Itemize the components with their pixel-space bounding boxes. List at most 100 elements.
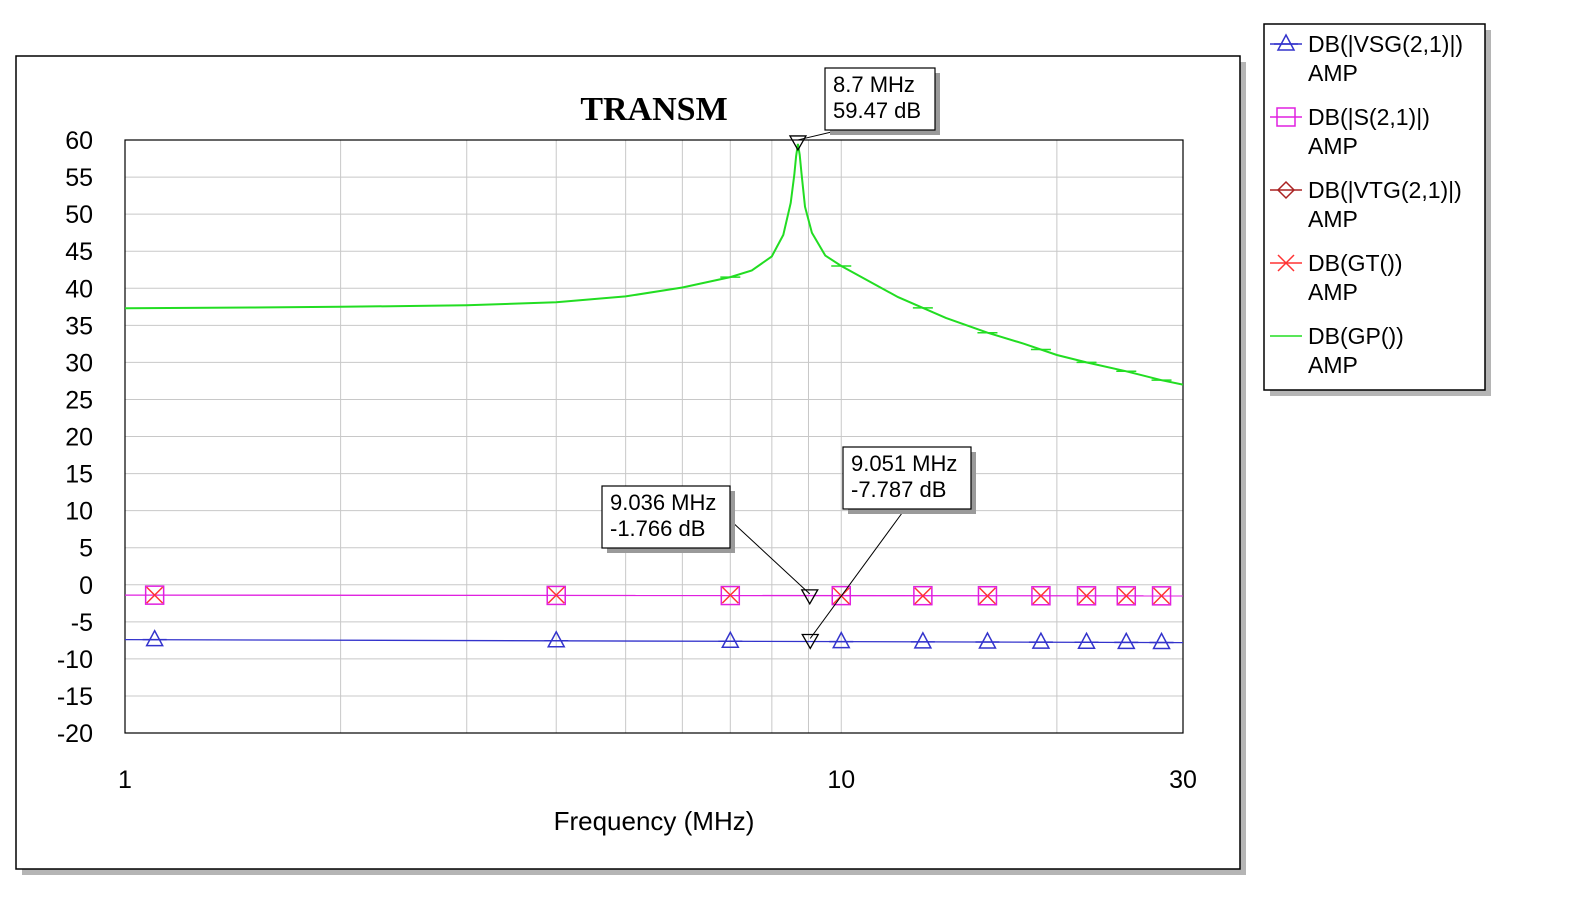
series-line xyxy=(125,638,1183,644)
series-marker xyxy=(1032,587,1050,605)
x-tick-label: 10 xyxy=(827,766,855,794)
annotation-leader xyxy=(729,519,811,595)
legend-label: DB(|S(2,1)|) xyxy=(1308,104,1430,130)
series-1 xyxy=(125,585,1183,606)
y-tick-label: 0 xyxy=(79,572,93,600)
legend-unit: AMP xyxy=(1308,279,1358,305)
legend: DB(|VSG(2,1)|)AMPDB(|S(2,1)|)AMPDB(|VTG(… xyxy=(1270,31,1463,378)
annotation-box xyxy=(824,67,936,131)
series-marker xyxy=(913,631,933,649)
series-marker xyxy=(1077,631,1096,650)
chart-title: TRANSM xyxy=(580,91,727,128)
series-marker xyxy=(720,585,741,606)
legend-entry: DB(|VTG(2,1)|) AMP xyxy=(1270,177,1462,232)
annotation-frequency: 9.036 MHz xyxy=(610,490,716,515)
annotation-marker xyxy=(801,633,820,650)
legend-marker xyxy=(1277,254,1295,272)
series-marker xyxy=(144,585,165,605)
legend-unit: AMP xyxy=(1308,60,1358,86)
annotation-box xyxy=(601,485,731,549)
annotation-marker xyxy=(788,135,808,152)
plot-area xyxy=(124,139,1184,734)
series-marker xyxy=(1153,587,1171,605)
legend-box xyxy=(1263,23,1486,391)
legend-marker xyxy=(1276,33,1296,51)
y-tick-label: 45 xyxy=(65,238,93,266)
series-marker xyxy=(546,630,566,648)
annotation-value: -1.766 dB xyxy=(610,516,705,541)
series-marker xyxy=(721,586,739,604)
series-marker xyxy=(145,629,164,647)
y-tick-label: -10 xyxy=(57,646,93,674)
series-layer xyxy=(125,143,1183,650)
y-tick-label: 20 xyxy=(65,424,93,452)
series-marker xyxy=(1117,587,1135,605)
series-marker xyxy=(914,587,932,605)
annotation-frequency: 8.7 MHz xyxy=(833,72,915,97)
legend-entry: DB(|VSG(2,1)|) AMP xyxy=(1270,31,1463,86)
legend-entry: DB(GT()) AMP xyxy=(1270,250,1403,305)
y-tick-label: 35 xyxy=(65,312,93,340)
series-marker xyxy=(721,630,740,649)
series-marker xyxy=(831,585,852,606)
legend-unit: AMP xyxy=(1308,206,1358,232)
series-marker xyxy=(1151,586,1172,606)
marker-annotation: 9.036 MHz-1.766 dB xyxy=(601,485,819,606)
y-tick-label: 55 xyxy=(65,164,93,192)
annotation-frequency: 9.051 MHz xyxy=(851,451,957,476)
y-tick-label: 40 xyxy=(65,275,93,303)
legend-entry: DB(GP()) AMP xyxy=(1270,323,1404,378)
y-tick-label: 10 xyxy=(65,498,93,526)
x-tick-label: 30 xyxy=(1169,766,1197,794)
series-marker xyxy=(1031,631,1051,649)
series-marker xyxy=(832,631,851,649)
y-tick-label: 15 xyxy=(65,461,93,489)
legend-marker xyxy=(1276,180,1296,200)
legend-unit: AMP xyxy=(1308,352,1358,378)
y-tick-label: 30 xyxy=(65,349,93,377)
series-marker xyxy=(1077,587,1096,605)
series-3 xyxy=(146,586,1171,605)
annotation-value: -7.787 dB xyxy=(851,477,946,502)
series-0 xyxy=(125,629,1183,650)
annotation-value: 59.47 dB xyxy=(833,98,921,123)
y-tick-label: 60 xyxy=(65,127,93,155)
series-marker xyxy=(1116,586,1137,606)
annotation-box xyxy=(842,446,972,510)
series-marker xyxy=(978,587,996,605)
annotation-marker xyxy=(800,589,819,606)
x-axis-label: Frequency (MHz) xyxy=(554,806,755,836)
y-tick-label: -5 xyxy=(71,609,93,637)
x-axis: 1 10 30 xyxy=(118,766,1197,794)
legend-label: DB(GT()) xyxy=(1308,250,1403,276)
legend-marker xyxy=(1276,107,1296,127)
legend-label: DB(|VSG(2,1)|) xyxy=(1308,31,1463,57)
series-marker xyxy=(977,585,998,606)
series-marker xyxy=(146,586,164,604)
y-tick-label: -15 xyxy=(57,683,93,711)
x-tick-label: 1 xyxy=(118,766,132,794)
series-line xyxy=(125,594,1183,597)
annotation-leader xyxy=(809,508,906,639)
series-marker xyxy=(913,585,933,606)
series-marker xyxy=(978,631,997,649)
marker-annotation: 9.051 MHz-7.787 dB xyxy=(801,446,976,650)
y-tick-label: 25 xyxy=(65,386,93,414)
series-marker xyxy=(547,586,565,604)
legend-label: DB(|VTG(2,1)|) xyxy=(1308,177,1462,203)
series-marker xyxy=(1117,631,1136,650)
series-marker xyxy=(1152,631,1171,650)
y-tick-label: 5 xyxy=(79,535,93,563)
legend-unit: AMP xyxy=(1308,133,1358,159)
legend-entry: DB(|S(2,1)|) AMP xyxy=(1270,104,1430,159)
y-tick-label: 50 xyxy=(65,201,93,229)
series-marker xyxy=(1076,586,1097,606)
series-marker xyxy=(1031,586,1051,606)
series-marker xyxy=(546,585,566,606)
legend-label: DB(GP()) xyxy=(1308,323,1404,349)
y-tick-label: -20 xyxy=(57,720,93,748)
